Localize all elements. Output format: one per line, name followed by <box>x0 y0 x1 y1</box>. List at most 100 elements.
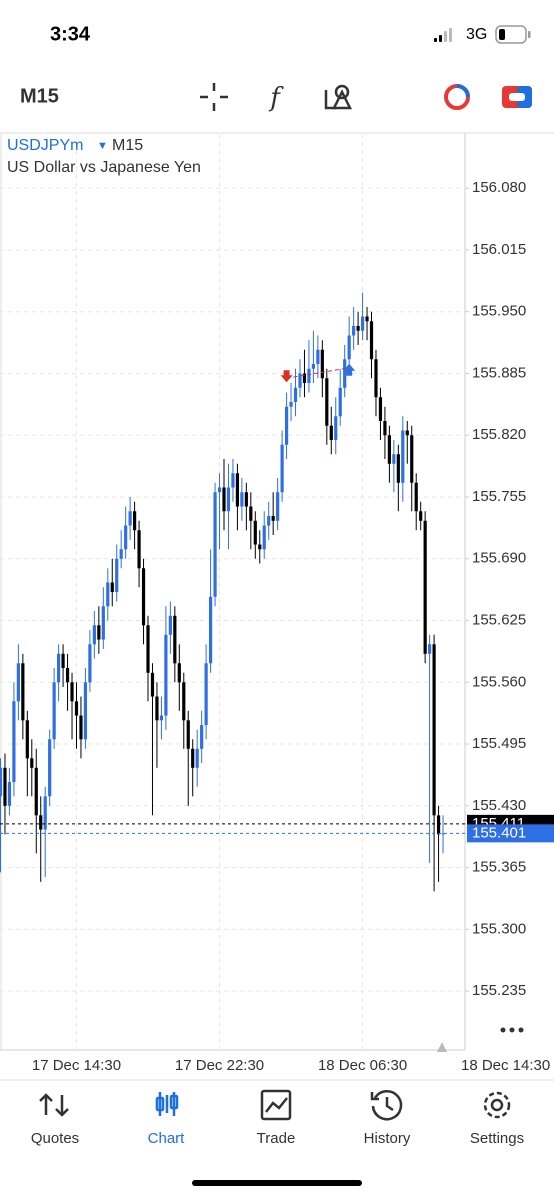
one-click-button[interactable] <box>502 86 532 108</box>
y-tick-label: 155.365 <box>472 859 526 876</box>
y-tick-label: 156.080 <box>472 179 526 196</box>
battery-icon <box>495 25 531 44</box>
objects-button[interactable] <box>324 84 353 110</box>
candle-body <box>83 682 88 740</box>
candle-body <box>133 511 137 531</box>
candle-body <box>7 782 12 806</box>
candle-body <box>106 582 110 607</box>
y-tick-label: 155.885 <box>472 364 526 381</box>
candle-body <box>21 663 25 721</box>
candle-body <box>79 715 83 740</box>
symbol-dropdown[interactable]: ▼ <box>97 140 108 152</box>
y-tick-label: 155.300 <box>472 920 526 937</box>
candle-body <box>284 406 289 445</box>
tab-label[interactable]: Trade <box>257 1130 296 1147</box>
candle-body <box>39 815 43 830</box>
candle-body <box>293 387 298 402</box>
status-time: 3:34 <box>50 23 91 45</box>
candle-body <box>414 482 418 512</box>
trade-signal-button[interactable] <box>444 84 470 110</box>
candle-body <box>276 492 280 521</box>
y-tick-label: 155.755 <box>472 488 526 505</box>
candle-body <box>182 682 186 721</box>
candle-body <box>347 335 351 360</box>
y-tick-label: 155.625 <box>472 611 526 628</box>
timeframe-button[interactable]: M15 <box>20 85 59 107</box>
network-label: 3G <box>466 26 487 43</box>
candle-body <box>262 525 266 550</box>
candle-body <box>70 682 74 702</box>
candle-body <box>298 373 302 388</box>
x-tick-label: 18 Dec 06:30 <box>318 1057 407 1074</box>
candle-body <box>43 796 47 830</box>
trade-link <box>286 367 350 379</box>
home-indicator <box>192 1180 362 1186</box>
candle-body <box>57 653 61 683</box>
candle-body <box>200 725 204 749</box>
candle-body <box>352 325 356 336</box>
tab-icons <box>39 1089 511 1121</box>
trade-marker <box>280 370 293 383</box>
candle-body <box>119 549 123 559</box>
settings-icon <box>483 1091 511 1119</box>
history-icon <box>370 1090 403 1121</box>
tab-label[interactable]: Chart <box>148 1130 186 1147</box>
candle-body <box>253 520 257 545</box>
candle-body <box>392 454 396 464</box>
candle-body <box>61 653 65 669</box>
candle-body <box>240 492 244 507</box>
candle-body <box>410 435 414 483</box>
candle-body <box>0 767 3 797</box>
candle-body <box>307 368 311 383</box>
candle-body <box>92 625 96 645</box>
candle-body <box>338 387 342 417</box>
candle-body <box>231 473 235 488</box>
tab-label[interactable]: Quotes <box>31 1130 79 1147</box>
candle-body <box>302 373 307 383</box>
candle-body <box>150 672 155 697</box>
candle-body <box>365 316 369 322</box>
candle-body <box>146 625 150 673</box>
plot-area <box>0 292 465 892</box>
chart-icon <box>155 1092 179 1116</box>
y-tick-label: 155.560 <box>472 673 526 690</box>
candle-body <box>88 644 92 683</box>
scroll-end-marker[interactable] <box>437 1042 447 1052</box>
more-button[interactable] <box>500 1027 524 1033</box>
quotes-icon <box>39 1093 69 1117</box>
y-tick-label: 155.690 <box>472 550 526 567</box>
candle-body <box>419 511 423 521</box>
candle-body <box>16 663 20 702</box>
candle-body <box>141 568 146 626</box>
tab-label[interactable]: History <box>364 1130 411 1147</box>
candle-body <box>204 663 208 726</box>
candle-body <box>159 715 164 721</box>
indicators-button[interactable]: f <box>268 83 284 113</box>
trade-icon <box>260 1089 292 1121</box>
candle-body <box>401 430 405 483</box>
x-tick-label: 18 Dec 14:30 <box>461 1057 550 1074</box>
candle-body <box>271 516 275 521</box>
candle-body <box>12 701 16 783</box>
price-label-bg <box>467 824 554 843</box>
candle-body <box>280 444 284 493</box>
candle-body <box>115 558 119 593</box>
candle-body <box>173 615 177 664</box>
candle-body <box>222 487 226 512</box>
candle-body <box>208 596 213 664</box>
candle-body <box>177 663 181 683</box>
y-tick-label: 155.495 <box>472 735 526 752</box>
y-tick-label: 155.430 <box>472 797 526 814</box>
tab-label[interactable]: Settings <box>470 1130 524 1147</box>
candle-body <box>244 492 248 507</box>
candle-body <box>289 401 293 407</box>
candle-body <box>325 378 329 426</box>
candle-body <box>30 758 34 768</box>
candle-body <box>360 316 365 331</box>
symbol-name[interactable]: USDJPYm <box>7 137 83 154</box>
candle-body <box>258 544 262 550</box>
crosshair-button[interactable] <box>200 83 228 111</box>
candle-body <box>432 644 436 816</box>
